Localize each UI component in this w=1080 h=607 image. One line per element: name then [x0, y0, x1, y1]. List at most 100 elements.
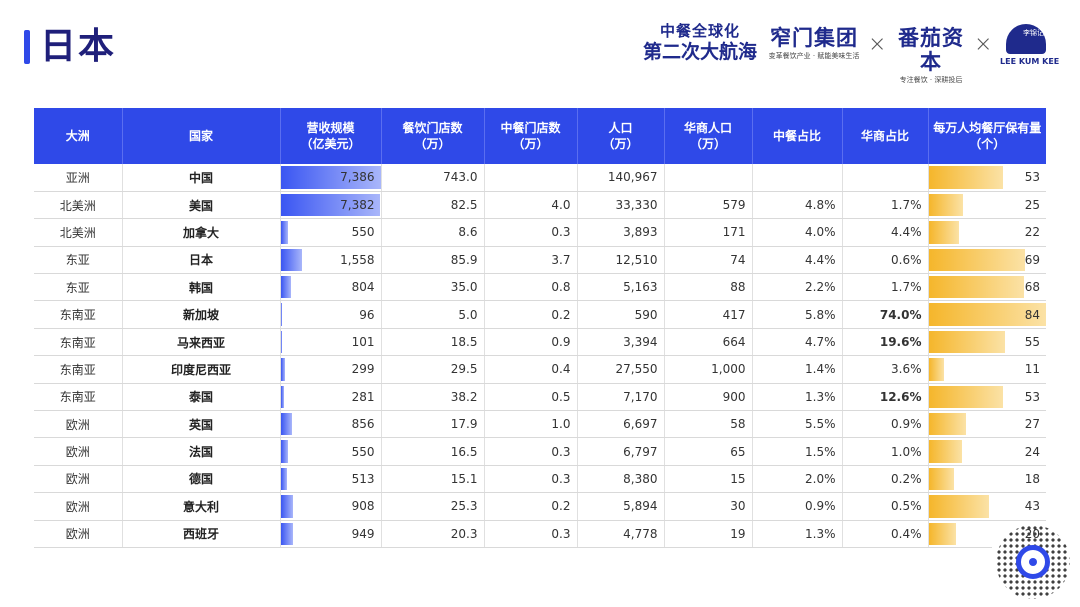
country-cell: 新加坡 [121, 300, 280, 329]
revenue-cell-value: 513 [351, 471, 375, 486]
column-header: 营收规模 （亿美元） [279, 108, 381, 164]
restaurants-cell: 18.5 [380, 328, 484, 357]
chinese-population-share-cell: 0.4% [841, 520, 928, 548]
column-header: 每万人均餐厅保有量（个） [927, 108, 1046, 164]
campaign-slogan: 中餐全球化 第二次大航海 [640, 22, 760, 64]
population-cell: 3,394 [576, 328, 664, 357]
chinese-population-cell: 15 [663, 465, 752, 494]
page-title: 日本 [40, 26, 117, 67]
restaurants-per-10k-cell-bar [928, 385, 1003, 409]
column-header: 中餐门店数 （万） [483, 108, 577, 164]
table-row: 欧洲 英国 856 17.9 1.0 6,697 58 5.5% 0.9% 27 [34, 410, 1046, 439]
separator-x-icon: × [868, 32, 887, 57]
chinese-population-cell: 58 [663, 410, 752, 439]
chinese-restaurants-cell: 0.5 [483, 383, 577, 412]
chinese-population-cell: 19 [663, 520, 752, 548]
country-stats-table: 大洲 国家 营收规模 （亿美元） 餐饮门店数 （万） 中餐门店数 （万） 人口 （万） 华商人口 （万… [34, 108, 1046, 548]
restaurants-cell: 8.6 [380, 218, 484, 247]
chinese-population-share-cell [841, 164, 928, 192]
continent-cell: 东亚 [34, 273, 122, 302]
country-cell: 意大利 [121, 492, 280, 521]
brand3-badge: 李锦记 [1023, 29, 1044, 37]
continent-cell: 东南亚 [34, 383, 122, 412]
restaurants-cell: 743.0 [380, 164, 484, 192]
revenue-cell: 550 [279, 437, 381, 466]
population-cell: 6,797 [576, 437, 664, 466]
population-cell: 3,893 [576, 218, 664, 247]
revenue-cell: 7,386 [279, 164, 381, 192]
chinese-restaurant-share-cell: 1.3% [751, 520, 842, 548]
revenue-cell-bar [280, 467, 288, 491]
qr-code[interactable] [992, 521, 1074, 603]
restaurants-per-10k-cell-value: 25 [1024, 198, 1040, 213]
population-cell: 590 [576, 300, 664, 329]
brand2-name: 番茄资本 [898, 26, 964, 74]
column-header: 大洲 [34, 108, 122, 164]
chinese-population-share-cell: 0.6% [841, 246, 928, 275]
chinese-restaurants-cell: 1.0 [483, 410, 577, 439]
table-row: 欧洲 德国 513 15.1 0.3 8,380 15 2.0% 0.2% 18 [34, 465, 1046, 494]
lee-kum-kee-logo: 李锦记 LEE KUM KEE [1000, 24, 1059, 66]
restaurants-per-10k-cell: 24 [927, 437, 1046, 466]
brand2-tagline: 专注餐饮 · 深耕投后 [899, 76, 963, 84]
chinese-restaurant-share-cell: 1.4% [751, 355, 842, 384]
table-row: 北美洲 加拿大 550 8.6 0.3 3,893 171 4.0% 4.4% 22 [34, 218, 1046, 247]
country-cell: 德国 [121, 465, 280, 494]
restaurants-per-10k-cell-bar [928, 495, 989, 518]
chinese-population-share-cell: 1.0% [841, 437, 928, 466]
chinese-population-cell: 65 [663, 437, 752, 466]
restaurants-per-10k-cell-bar [928, 276, 1024, 299]
chinese-restaurants-cell [483, 164, 577, 192]
chinese-population-share-cell: 12.6% [841, 383, 928, 412]
chinese-restaurants-cell: 0.3 [483, 437, 577, 466]
revenue-cell: 550 [279, 218, 381, 247]
partner-logos: 中餐全球化 第二次大航海 窄门集团 变革餐饮产业 · 赋能美味生活 × 番茄资本… [640, 18, 1060, 84]
table-row: 亚洲 中国 7,386 743.0 140,967 53 [34, 164, 1046, 192]
chinese-restaurants-cell: 3.7 [483, 246, 577, 275]
restaurants-per-10k-cell-value: 27 [1024, 417, 1040, 432]
table-header-row: 大洲 国家 营收规模 （亿美元） 餐饮门店数 （万） 中餐门店数 （万） 人口 （万） 华商人口 （万… [34, 108, 1046, 164]
continent-cell: 欧洲 [34, 465, 122, 494]
column-header: 餐饮门店数 （万） [380, 108, 484, 164]
restaurants-per-10k-cell: 27 [927, 410, 1046, 439]
continent-cell: 东南亚 [34, 355, 122, 384]
table-row: 欧洲 西班牙 949 20.3 0.3 4,778 19 1.3% 0.4% 20 [34, 520, 1046, 548]
revenue-cell: 101 [279, 328, 381, 357]
population-cell: 7,170 [576, 383, 664, 412]
restaurants-per-10k-cell-value: 69 [1024, 252, 1040, 267]
restaurants-per-10k-cell-bar [928, 440, 963, 463]
restaurants-per-10k-cell-bar [928, 358, 944, 381]
population-cell: 5,894 [576, 492, 664, 521]
revenue-cell-value: 299 [351, 362, 375, 377]
revenue-cell-value: 550 [351, 225, 375, 240]
chinese-population-cell: 74 [663, 246, 752, 275]
country-cell: 中国 [121, 164, 280, 192]
revenue-cell: 804 [279, 273, 381, 302]
revenue-cell-value: 7,382 [340, 198, 375, 213]
slogan-line1: 中餐全球化 [659, 22, 740, 40]
revenue-cell-bar [280, 440, 288, 463]
restaurants-per-10k-cell: 22 [927, 218, 1046, 247]
country-cell: 马来西亚 [121, 328, 280, 357]
country-cell: 英国 [121, 410, 280, 439]
revenue-cell-bar [280, 303, 282, 326]
restaurants-per-10k-cell-bar [928, 467, 954, 491]
table-row: 东南亚 印度尼西亚 299 29.5 0.4 27,550 1,000 1.4% 3.6% 11 [34, 355, 1046, 384]
revenue-cell: 299 [279, 355, 381, 384]
continent-cell: 亚洲 [34, 164, 122, 192]
restaurants-cell: 17.9 [380, 410, 484, 439]
revenue-cell-value: 908 [351, 499, 375, 514]
revenue-cell-bar [280, 413, 293, 436]
population-cell: 140,967 [576, 164, 664, 192]
revenue-cell-value: 281 [351, 389, 375, 404]
restaurants-per-10k-cell-bar [928, 303, 1046, 326]
restaurants-per-10k-cell: 43 [927, 492, 1046, 521]
lee-kum-kee-badge: 李锦记 [1006, 24, 1046, 54]
restaurants-per-10k-cell-value: 24 [1024, 444, 1040, 459]
population-cell: 12,510 [576, 246, 664, 275]
chinese-restaurant-share-cell [751, 164, 842, 192]
revenue-cell: 281 [279, 383, 381, 412]
chinese-restaurants-cell: 0.2 [483, 492, 577, 521]
chinese-restaurants-cell: 0.8 [483, 273, 577, 302]
restaurants-per-10k-cell-bar [928, 248, 1026, 272]
